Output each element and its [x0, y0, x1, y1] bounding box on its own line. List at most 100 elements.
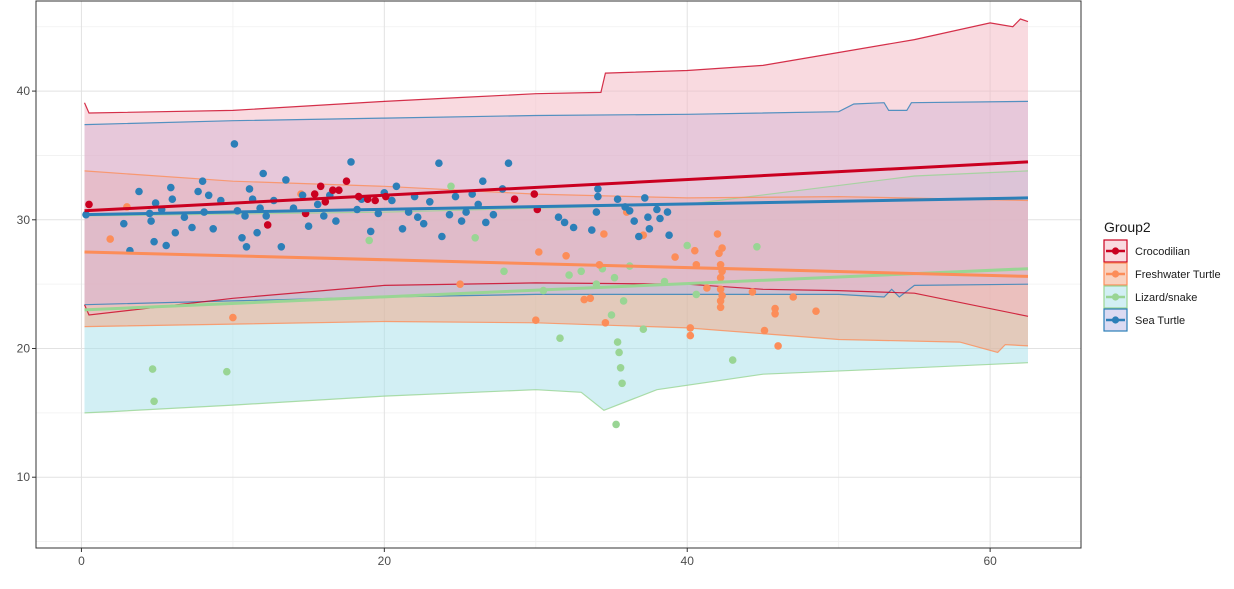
point-sea-turtle: [457, 217, 466, 225]
point-sea-turtle: [419, 219, 428, 228]
point-freshwater-turtle: [580, 295, 588, 304]
point-sea-turtle: [635, 232, 643, 241]
point-lizard-snake: [471, 234, 480, 242]
point-freshwater-turtle: [600, 230, 608, 238]
point-sea-turtle: [560, 218, 569, 227]
point-lizard-snake: [447, 182, 455, 191]
point-lizard-snake: [683, 241, 691, 250]
point-freshwater-turtle: [760, 326, 769, 335]
point-crocodilian: [510, 195, 519, 203]
point-sea-turtle: [644, 213, 652, 221]
point-sea-turtle: [188, 223, 196, 232]
y-tick-label: 20: [17, 342, 31, 356]
point-sea-turtle: [242, 243, 251, 251]
band-upper-crocodilian: [83, 18, 1029, 114]
point-sea-turtle: [253, 228, 261, 237]
point-lizard-snake: [615, 348, 623, 357]
point-lizard-snake: [223, 367, 231, 376]
point-lizard-snake: [607, 311, 616, 319]
point-sea-turtle: [171, 228, 180, 237]
point-sea-turtle: [168, 195, 177, 203]
point-sea-turtle: [162, 241, 170, 250]
point-lizard-snake: [613, 338, 622, 346]
legend-label: Crocodilian: [1135, 246, 1190, 258]
point-sea-turtle: [135, 187, 143, 196]
band-crocodilian: [84, 19, 1028, 317]
point-sea-turtle: [451, 192, 460, 201]
point-sea-turtle: [665, 231, 673, 239]
point-sea-turtle: [592, 208, 601, 216]
trend-line-lizard-snake: [84, 267, 1029, 312]
band-upper-sea-turtle: [84, 100, 1029, 126]
point-sea-turtle: [332, 217, 340, 225]
point-sea-turtle: [374, 209, 383, 218]
y-tick-label: 10: [17, 470, 31, 484]
point-sea-turtle: [180, 213, 189, 221]
point-sea-turtle: [426, 198, 434, 206]
point-freshwater-turtle: [456, 280, 464, 289]
point-lizard-snake: [612, 420, 620, 429]
point-freshwater-turtle: [229, 313, 237, 322]
point-sea-turtle: [204, 191, 213, 200]
x-tick-label: 40: [681, 554, 695, 568]
point-freshwater-turtle: [771, 310, 779, 318]
point-sea-turtle: [588, 226, 596, 234]
point-sea-turtle: [347, 158, 355, 166]
trend-line-freshwater-turtle: [84, 250, 1029, 278]
legend-title: Group2: [1104, 219, 1151, 235]
legend-key-point: [1111, 270, 1120, 278]
point-sea-turtle: [625, 207, 634, 215]
point-sea-turtle: [259, 169, 268, 178]
point-crocodilian: [316, 182, 325, 191]
point-sea-turtle: [167, 183, 175, 192]
point-sea-turtle: [462, 208, 470, 216]
point-lizard-snake: [616, 364, 625, 372]
trend-line-crocodilian: [84, 160, 1029, 213]
point-sea-turtle: [630, 217, 638, 225]
point-sea-turtle: [613, 195, 622, 203]
plot-panel-border: [35, 0, 1082, 549]
point-freshwater-turtle: [671, 253, 679, 261]
point-sea-turtle: [438, 232, 446, 241]
point-sea-turtle: [554, 213, 563, 221]
legend-label: Freshwater Turtle: [1135, 269, 1221, 281]
point-sea-turtle: [413, 213, 422, 221]
confidence-bands: [84, 19, 1028, 413]
point-sea-turtle: [479, 177, 487, 185]
point-sea-turtle: [392, 182, 401, 191]
point-sea-turtle: [594, 192, 602, 201]
legend-item-lizard-snake: Lizard/snake: [1103, 285, 1197, 309]
point-sea-turtle: [435, 159, 443, 167]
point-sea-turtle: [482, 218, 490, 227]
point-sea-turtle: [209, 225, 217, 233]
point-sea-turtle: [398, 225, 407, 233]
axes: 0 20 40 60 10 20 30 40: [17, 84, 997, 568]
legend-key-point: [1111, 247, 1120, 255]
point-lizard-snake: [728, 356, 737, 364]
x-tick-label: 0: [78, 554, 85, 568]
point-sea-turtle: [194, 187, 202, 196]
point-freshwater-turtle: [703, 284, 711, 292]
point-freshwater-turtle: [789, 293, 797, 301]
point-freshwater-turtle: [774, 342, 782, 350]
point-sea-turtle: [262, 212, 271, 220]
point-lizard-snake: [365, 236, 374, 245]
point-freshwater-turtle: [748, 288, 757, 296]
point-sea-turtle: [656, 214, 664, 223]
point-sea-turtle: [198, 177, 207, 185]
point-lizard-snake: [639, 325, 648, 334]
legend-item-sea-turtle: Sea Turtle: [1103, 308, 1185, 332]
trend-lines: [84, 160, 1029, 312]
point-lizard-snake: [618, 379, 626, 388]
point-sea-turtle: [147, 217, 155, 225]
point-crocodilian: [342, 177, 351, 185]
point-sea-turtle: [120, 219, 128, 228]
legend-label: Lizard/snake: [1135, 292, 1197, 304]
point-sea-turtle: [504, 159, 513, 167]
legend: Group2 Crocodilian Freshwater Turtle Lizar…: [1103, 219, 1221, 332]
point-freshwater-turtle: [586, 294, 595, 303]
point-sea-turtle: [653, 205, 661, 214]
point-lizard-snake: [610, 273, 619, 282]
